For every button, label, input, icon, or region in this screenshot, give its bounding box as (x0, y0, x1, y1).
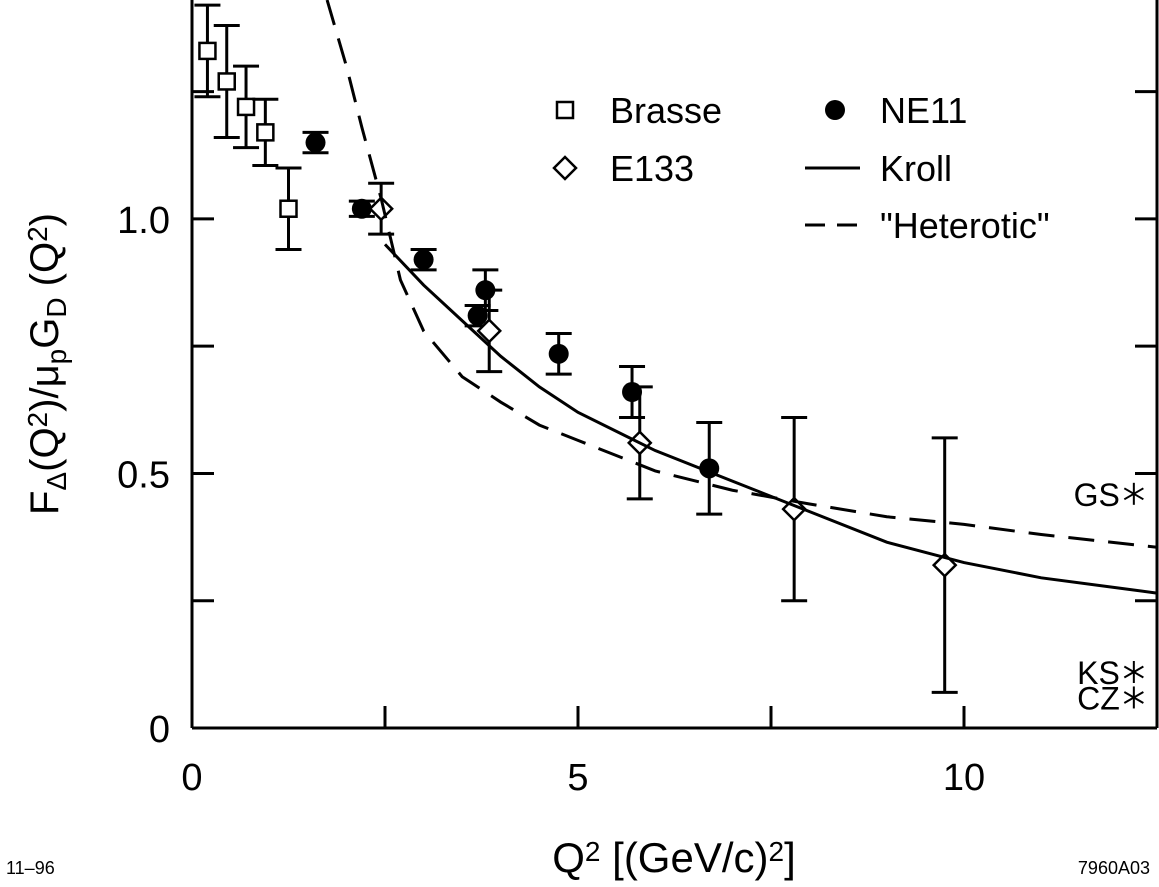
series-group (368, 181, 958, 694)
xlabel-part: ] (784, 834, 796, 881)
square-marker (256, 123, 275, 142)
ylabel-part: 2 (22, 226, 53, 242)
square-marker (236, 97, 256, 117)
ylabel-part: F (23, 491, 67, 515)
y-tick-label: 0.5 (117, 454, 170, 496)
asterisk (1123, 661, 1144, 683)
asterisk (1123, 482, 1144, 505)
asterisk-stroke (1123, 691, 1144, 704)
square-marker (279, 199, 298, 218)
square-marker (198, 41, 217, 61)
series-group (302, 130, 723, 516)
x-tick-label: 5 (567, 757, 588, 799)
ylabel-part: G (23, 318, 67, 349)
asterisk-stroke (1123, 665, 1144, 679)
asterisk (1123, 686, 1144, 709)
diamond-marker (368, 195, 394, 222)
prediction-label: KS (1077, 655, 1120, 691)
x-tick-label: 0 (181, 757, 202, 799)
series-group (194, 3, 302, 251)
curve (325, 0, 1157, 549)
x-axis-label: Q2 [(GeV/c)2] (552, 834, 796, 881)
prediction-label: CZ (1077, 680, 1120, 716)
ylabel-part: Δ (41, 472, 72, 491)
curve (383, 243, 1157, 595)
footer-right: 7960A03 (1078, 858, 1150, 878)
xlabel-part: [(GeV/c) (600, 834, 768, 881)
asterisk-stroke (1123, 487, 1144, 501)
xlabel-part: Q (552, 834, 585, 881)
circle-marker (548, 343, 569, 364)
legend-label: "Heterotic" (880, 205, 1050, 246)
y-tick-label: 1.0 (117, 200, 170, 242)
ylabel-part: (Q (23, 242, 67, 298)
circle-marker (413, 249, 434, 270)
circle-marker (305, 132, 326, 153)
diamond-marker (476, 318, 502, 344)
xlabel-part: 2 (585, 836, 601, 867)
legend-label: E133 (610, 148, 694, 189)
legend-label: Brasse (610, 90, 722, 131)
ylabel-part: D (41, 297, 72, 317)
legend-marker (552, 155, 578, 181)
legend-marker (555, 100, 575, 120)
ylabel-part: p (41, 349, 72, 365)
legend-label: NE11 (880, 90, 967, 131)
square-marker (217, 72, 236, 91)
ylabel-part: )/μ (23, 364, 67, 411)
prediction-label: GS (1074, 477, 1120, 513)
y-tick-label: 0 (149, 709, 170, 751)
ylabel-part: ) (23, 213, 67, 226)
y-axis-label: FΔ(Q2)/μpGD (Q2) (22, 213, 73, 515)
x-tick-label: 10 (943, 757, 985, 799)
xlabel-part: 2 (769, 836, 785, 867)
ylabel-part: (Q (23, 427, 67, 471)
legend-label: Kroll (880, 148, 952, 189)
legend-marker (825, 100, 845, 120)
footer-left: 11–96 (6, 858, 55, 878)
ylabel-part: 2 (22, 412, 53, 428)
circle-marker (351, 198, 372, 219)
